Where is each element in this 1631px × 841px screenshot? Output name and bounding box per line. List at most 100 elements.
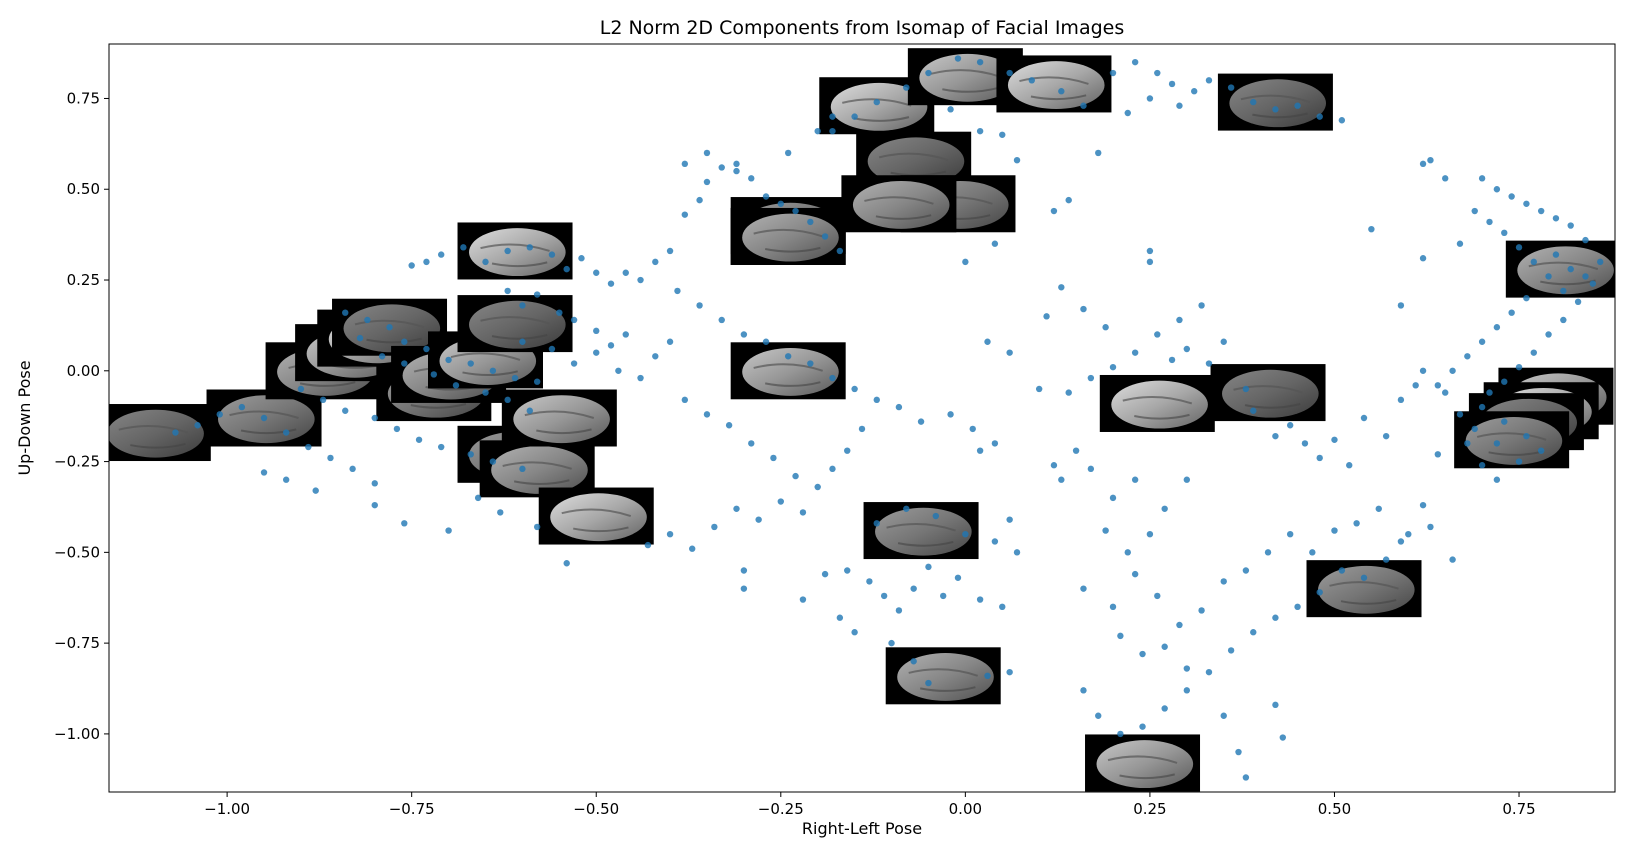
data-point	[1131, 349, 1139, 356]
face-thumbnail-icon	[501, 389, 617, 447]
data-point	[593, 349, 600, 356]
data-point	[858, 425, 866, 433]
data-point	[1316, 454, 1323, 462]
data-point	[1117, 730, 1124, 738]
data-point	[1013, 156, 1021, 164]
data-point	[1493, 440, 1501, 447]
data-point	[467, 360, 474, 367]
data-point	[1331, 527, 1338, 534]
data-point	[1131, 476, 1139, 483]
x-tick-label: 0.50	[1318, 800, 1351, 818]
data-point	[1294, 603, 1301, 611]
data-point	[1530, 349, 1537, 356]
data-point	[1382, 432, 1390, 440]
data-point	[1095, 712, 1102, 719]
data-point	[976, 447, 984, 454]
data-point	[1154, 592, 1161, 600]
data-point	[1486, 389, 1493, 396]
data-point	[991, 240, 999, 247]
data-point	[548, 251, 556, 258]
data-point	[1161, 643, 1168, 650]
data-point	[1272, 432, 1279, 440]
data-point	[1515, 244, 1523, 251]
data-point	[526, 244, 533, 251]
data-point	[1154, 69, 1161, 77]
x-tick-label: −0.75	[389, 800, 435, 818]
data-point	[216, 411, 223, 418]
data-point	[666, 530, 674, 538]
data-point	[1464, 440, 1471, 447]
data-point	[504, 396, 511, 404]
data-point	[821, 233, 829, 240]
data-point	[238, 403, 246, 411]
data-point	[1006, 668, 1013, 676]
x-tick-label: 0.25	[1133, 800, 1166, 818]
data-point	[401, 338, 408, 345]
data-point	[976, 596, 984, 603]
data-point	[1501, 378, 1508, 385]
data-point	[593, 269, 600, 276]
data-point	[563, 560, 570, 567]
data-point	[342, 407, 349, 414]
data-point	[740, 567, 748, 574]
data-point	[533, 523, 541, 531]
data-point	[1405, 530, 1412, 538]
data-point	[1589, 280, 1597, 287]
data-point	[1235, 748, 1242, 756]
data-point	[1279, 734, 1286, 741]
data-point	[1250, 407, 1257, 414]
data-point	[1471, 425, 1478, 433]
data-point	[1478, 175, 1486, 182]
data-point	[1080, 687, 1087, 694]
data-point	[474, 494, 482, 502]
data-point	[999, 603, 1006, 611]
data-point	[1220, 712, 1227, 719]
data-point	[1434, 382, 1442, 389]
x-axis-label: Right-Left Pose	[802, 819, 922, 838]
data-point	[556, 309, 563, 316]
data-point	[1095, 149, 1102, 157]
data-point	[548, 345, 556, 353]
data-point	[666, 247, 674, 255]
data-point	[903, 84, 910, 91]
data-point	[1545, 273, 1552, 280]
data-point	[829, 374, 836, 382]
data-point	[504, 247, 511, 255]
data-point	[851, 385, 858, 393]
data-point	[1537, 207, 1545, 215]
data-point	[718, 164, 725, 171]
data-point	[1139, 650, 1146, 658]
face-thumbnail-icon	[457, 222, 573, 280]
data-point	[1442, 389, 1449, 396]
data-point	[1154, 331, 1161, 338]
data-point	[637, 276, 644, 284]
data-point	[1205, 360, 1213, 367]
data-point	[1552, 215, 1560, 222]
data-point	[1486, 218, 1493, 226]
data-point	[194, 422, 201, 429]
data-point	[674, 287, 681, 295]
data-point	[1360, 414, 1368, 422]
face-thumbnail-icon	[1217, 73, 1333, 131]
data-point	[1523, 294, 1530, 302]
data-point	[1131, 570, 1139, 578]
data-point	[1146, 247, 1154, 255]
data-point	[1168, 80, 1176, 88]
data-point	[1316, 589, 1323, 596]
data-point	[733, 160, 740, 168]
data-point	[519, 338, 526, 345]
data-point	[814, 483, 821, 491]
data-point	[681, 211, 689, 218]
data-point	[1397, 302, 1405, 309]
data-point	[866, 578, 873, 585]
face-thumbnail-icon	[1099, 374, 1215, 432]
face-thumbnail-icon	[1210, 364, 1326, 422]
data-point	[1176, 102, 1183, 109]
data-point	[962, 530, 969, 538]
data-point	[1419, 255, 1427, 262]
data-point	[770, 454, 777, 462]
data-point	[563, 265, 570, 273]
data-point	[1427, 523, 1434, 531]
data-point	[895, 607, 903, 614]
